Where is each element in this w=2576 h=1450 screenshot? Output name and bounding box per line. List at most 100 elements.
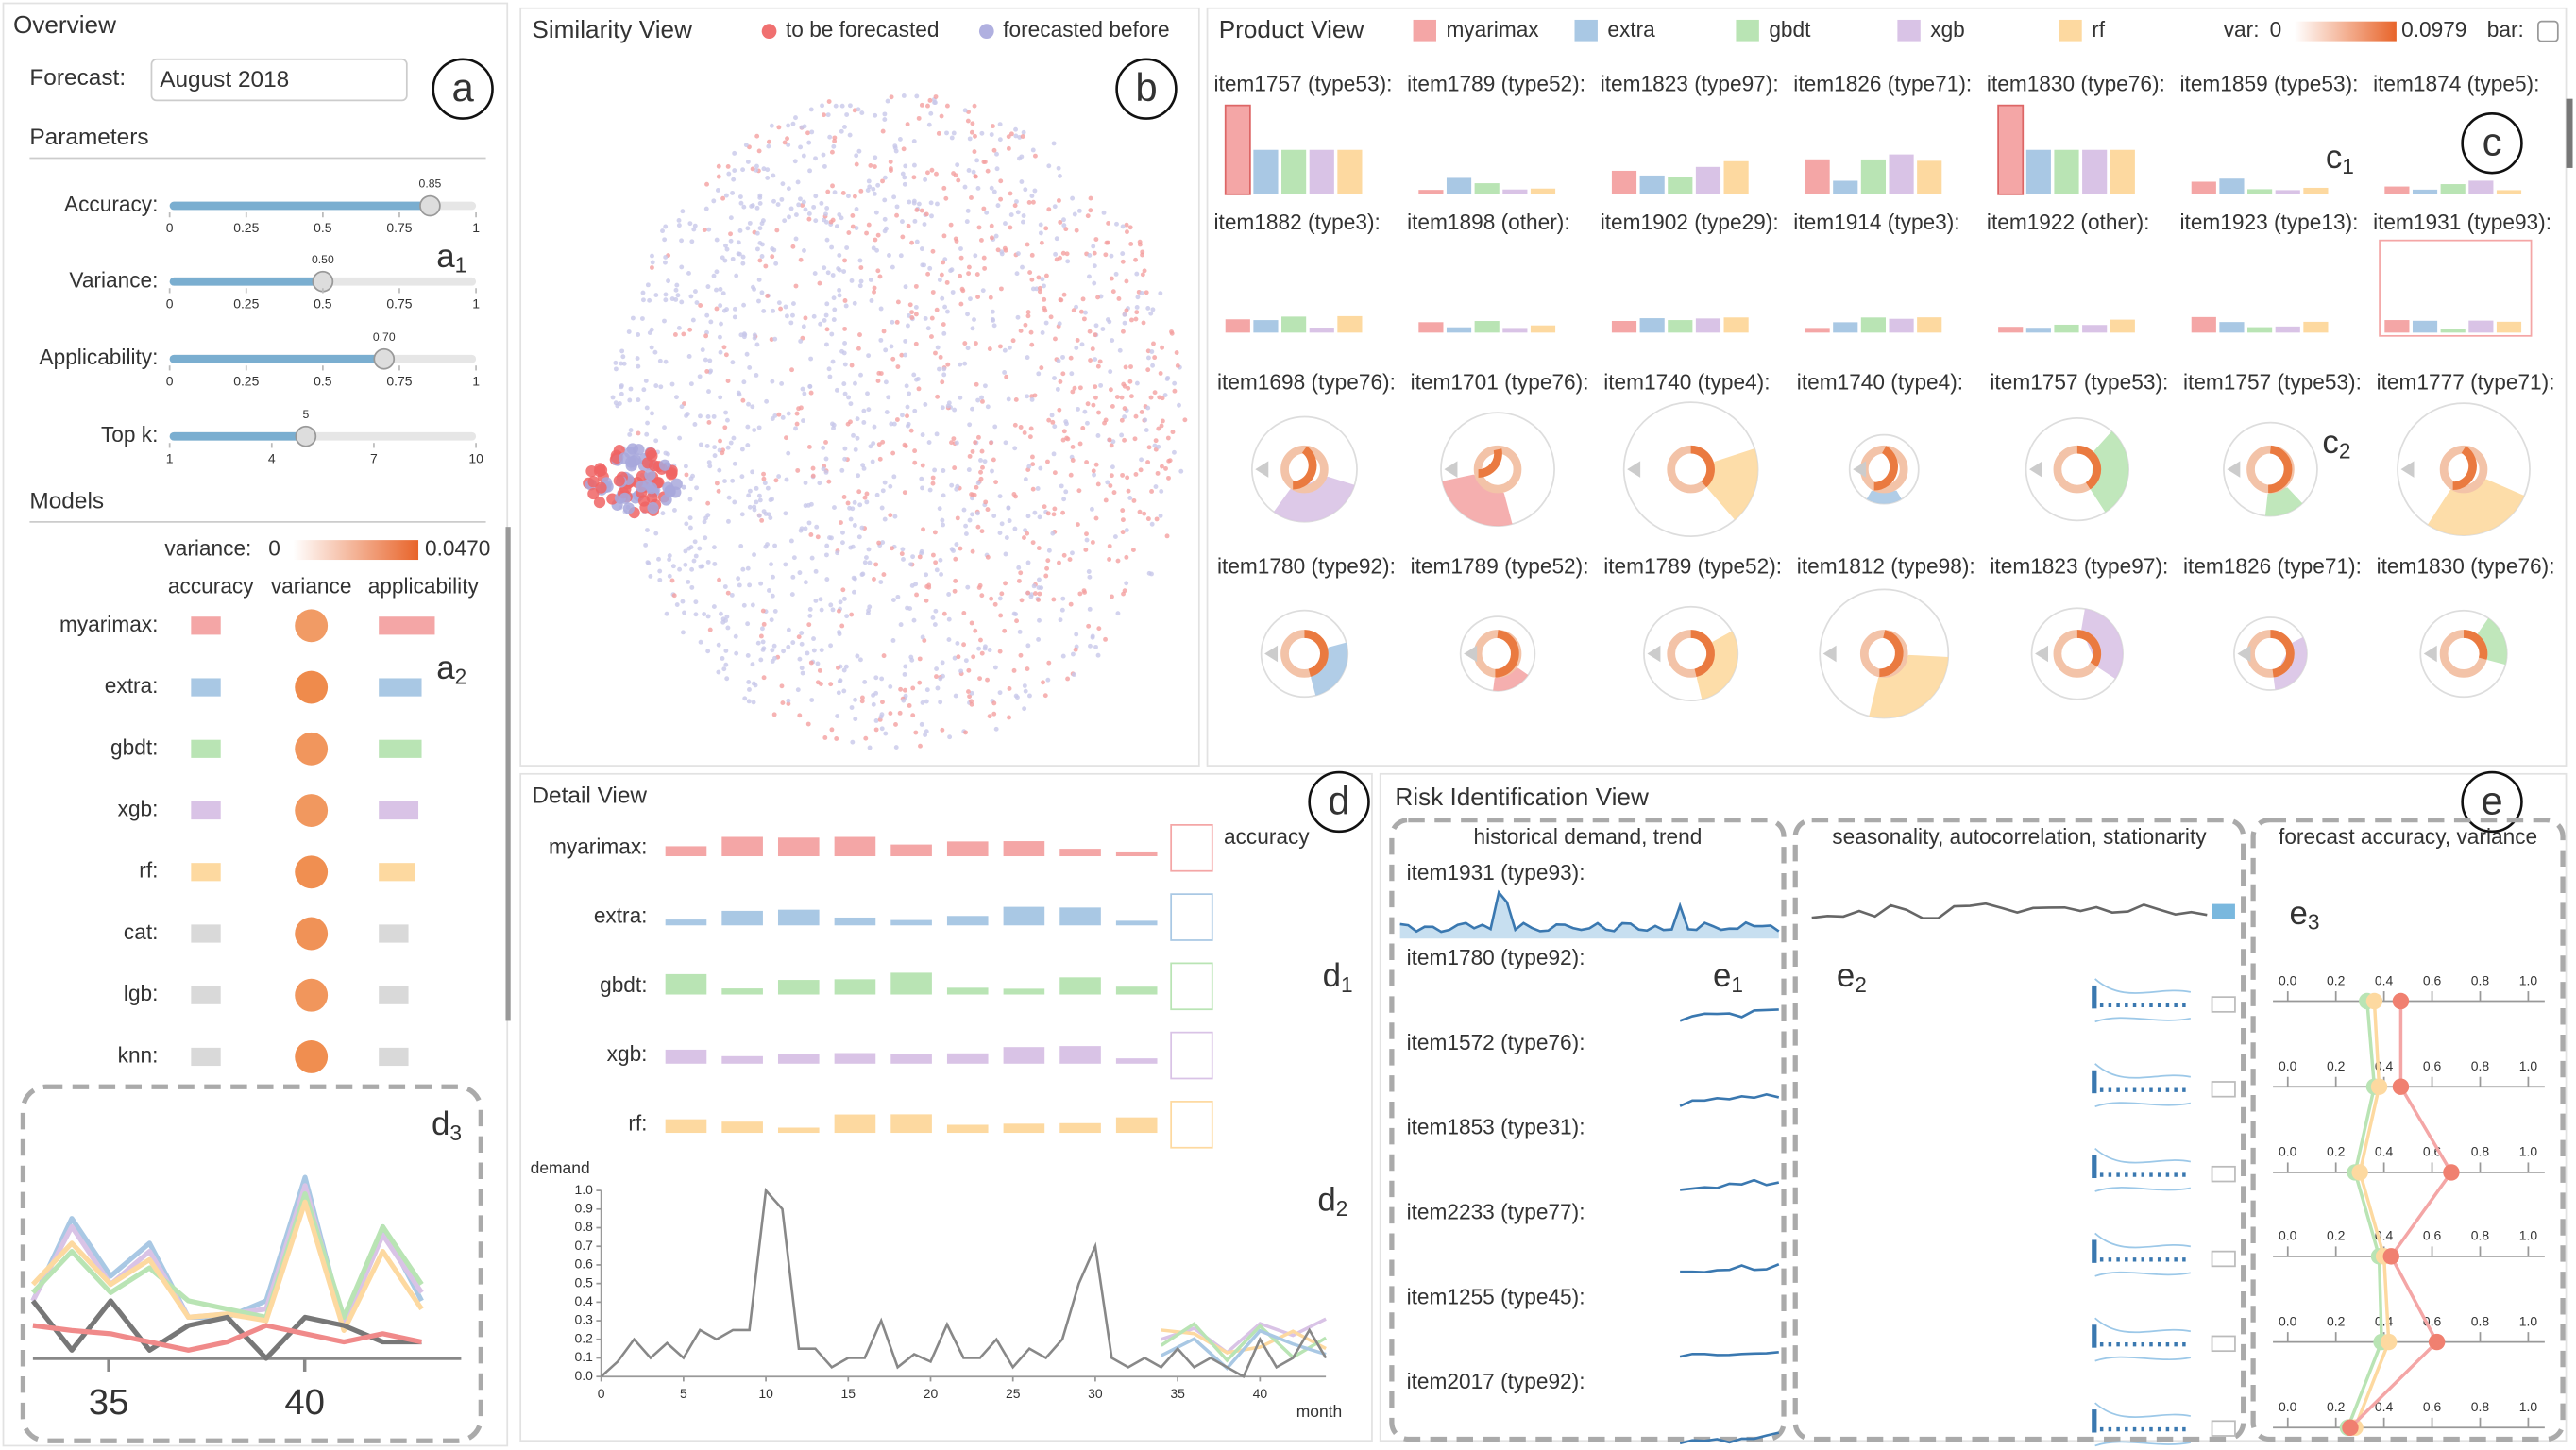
scatter-point [1018,652,1024,658]
forecast-input[interactable] [150,58,408,102]
scatter-point [1014,271,1020,277]
scatter-point [714,269,720,275]
scatter-point [935,345,941,350]
scatter-point [832,138,838,143]
scatter-point [946,637,952,643]
scatter-point [997,649,1003,654]
scatter-point [1074,346,1079,351]
label: item1789 (type52): [1407,72,1585,96]
scatter-point [1110,338,1115,344]
scatter-point [920,262,925,268]
scatter-point [940,727,945,733]
scatter-point [1022,706,1027,712]
scatter-point [1178,468,1184,474]
scatter-point [653,293,659,298]
scatter-point [1095,652,1101,658]
scatter-point [1103,636,1108,642]
scatter-point [684,472,689,478]
view-badge [1115,58,1178,120]
applicability-mark [379,739,422,758]
scatter-point [924,583,930,589]
scatter-point [898,686,904,692]
scatter-point [1090,634,1095,640]
scatter-point [741,302,747,308]
label: 0.5 [575,1274,594,1290]
scatter-point [1156,426,1161,431]
scatter-point [997,494,1003,499]
label: lgb: [124,981,159,1005]
scatter-point [674,282,680,288]
label: myarimax: [549,834,647,858]
scatter-point [1135,295,1141,300]
scatter-point [955,515,960,521]
scatter-point [905,122,910,127]
scatter-point [989,440,993,446]
scatter-point [724,246,730,252]
scatter-point [834,224,839,229]
label: item1740 (type4): [1603,369,1770,394]
scatter-point [707,464,713,469]
scatter-point [813,194,819,199]
legend-swatch [1574,19,1598,42]
scatter-point [1020,134,1025,140]
scatter-point [966,689,971,695]
scatter-point [872,576,876,582]
product-bar [1889,154,1914,194]
scatter-point [786,123,791,128]
label: 0 [166,220,174,235]
scatter-point [711,273,717,278]
scatter-point [1025,310,1031,315]
checkbox[interactable] [2537,20,2559,42]
scatter-point [929,315,935,321]
scatter-point [1132,436,1138,442]
scatter-point [798,405,804,411]
scatter-point [1160,396,1165,401]
scatter-point [921,527,925,532]
scatter-point [1083,310,1088,315]
slider-thumb[interactable] [419,194,441,217]
label: item1902 (type29): [1601,210,1779,234]
scatter-point [745,424,751,430]
label: 0.9 [575,1200,594,1215]
scatter-point [913,341,919,346]
scatter-point [1174,350,1179,355]
d3-line [30,1199,424,1333]
annotation-sub: 2 [1336,1196,1348,1221]
scatter-point [793,426,798,431]
scatter-point [979,395,985,400]
label: 0.5 [314,220,332,235]
scatter-point [747,488,753,494]
scatter-point [938,700,943,705]
scatter-point [941,493,946,498]
scatter-point [1023,477,1028,481]
scatter-point [940,295,945,301]
scatter-point [975,397,981,403]
scatter-point [757,226,763,231]
scatter-point [786,143,791,148]
scatter-point [682,610,686,615]
glyph-pointer [1264,645,1279,663]
scatter-point [842,456,848,462]
scatter-point [832,307,838,312]
label: Detail View [532,784,647,809]
detail-bar [665,846,707,857]
slider-thumb[interactable] [373,347,396,370]
scatter-point [759,242,765,247]
label: 0.6 [2423,1058,2442,1073]
label: 0.2 [2327,1144,2346,1159]
scatter-point [857,502,863,508]
product-bar [2496,190,2522,194]
scatter-point [866,547,872,552]
scatter-point [888,711,893,716]
scatter-point [941,185,947,191]
scatter-point [894,204,900,210]
scatter-point [653,383,659,389]
scatter-point [875,232,881,238]
label: bar: [2487,17,2524,42]
scatter-point [857,657,863,663]
slider-thumb[interactable] [295,425,317,447]
scatter-point [839,520,843,526]
label: 0.5 [314,373,332,388]
scatter-point [966,168,972,173]
scatter-point [1015,314,1021,320]
